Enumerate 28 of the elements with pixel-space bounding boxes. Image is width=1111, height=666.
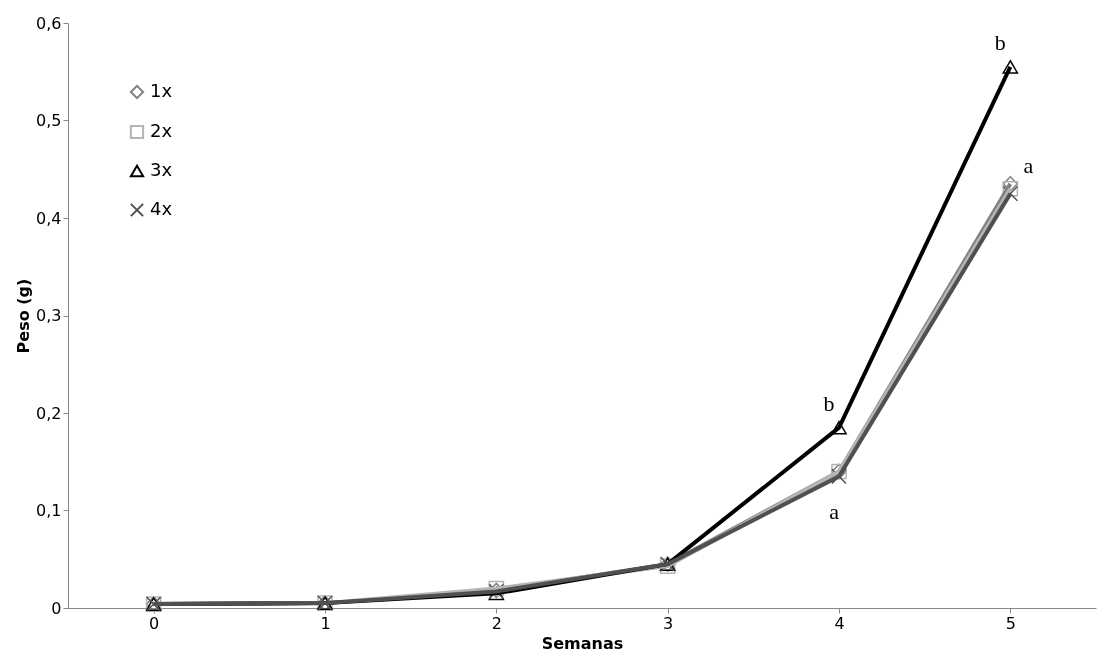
- x-tick-label: 1: [320, 613, 331, 633]
- legend-label: 2x: [150, 120, 173, 141]
- y-tick-label: 0,5: [36, 111, 62, 130]
- legend-label: 4x: [150, 198, 173, 219]
- annotation: a: [1023, 152, 1034, 178]
- y-tick-label: 0: [51, 598, 62, 618]
- x-tick-label: 5: [1005, 613, 1016, 633]
- x-tick-label: 4: [834, 613, 845, 633]
- annotation: a: [829, 499, 840, 525]
- x-tick-label: 2: [491, 613, 502, 633]
- y-tick-label: 0,3: [36, 306, 62, 325]
- y-tick-label: 0,4: [36, 208, 62, 228]
- point: [1002, 60, 1019, 74]
- point: [1002, 185, 1019, 202]
- point: [1002, 176, 1019, 192]
- x-axis-title: Semanas: [541, 633, 624, 653]
- x-tick-label: 3: [663, 613, 674, 633]
- point: [831, 420, 847, 435]
- annotation: b: [994, 29, 1006, 55]
- y-tick-label: 0,2: [36, 403, 62, 423]
- legend-label: 1x: [150, 80, 173, 101]
- y-tick-label: 0,6: [36, 13, 62, 33]
- y-tick-label: 0,1: [36, 501, 62, 520]
- y-axis-title: Peso (g): [14, 278, 34, 354]
- point: [831, 468, 847, 485]
- annotation: b: [823, 390, 835, 416]
- x-tick-label: 0: [149, 613, 160, 633]
- legend-label: 3x: [150, 159, 173, 180]
